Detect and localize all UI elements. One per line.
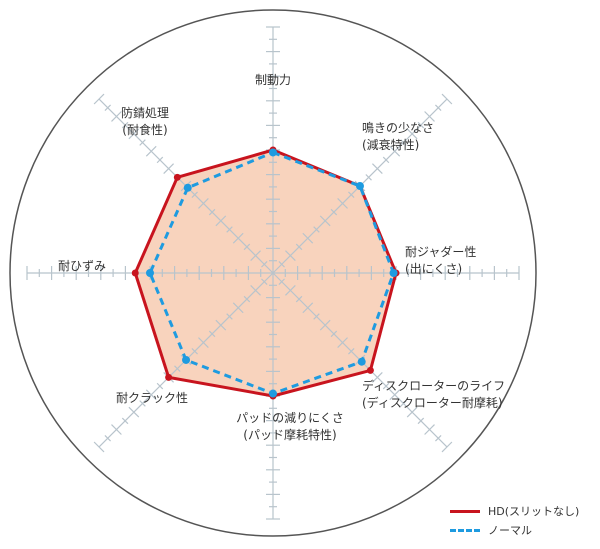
axis-tick <box>198 337 209 348</box>
data-point-normal <box>182 355 191 364</box>
axis-tick <box>389 145 401 157</box>
axis-tick <box>434 434 442 442</box>
legend-item-normal: ノーマル <box>450 522 532 538</box>
data-point-normal <box>355 182 364 191</box>
axis-tick <box>226 226 233 233</box>
axis-label-pad-wear: パッドの減りにくさ (パッド摩耗特性) <box>236 411 344 442</box>
axis-tick <box>337 198 348 209</box>
axis-tick <box>111 111 122 122</box>
data-point-normal <box>146 269 154 277</box>
axis-tick <box>232 232 244 244</box>
axis-tick <box>278 261 285 268</box>
axis-label-judder: 耐ジャダー性 (出にくさ) <box>405 245 477 276</box>
axis-tick <box>145 389 157 401</box>
axis-tick <box>365 174 372 181</box>
axis-tick <box>191 191 198 198</box>
axis-tick <box>348 191 355 198</box>
axis-tick <box>250 285 261 296</box>
axis-tick <box>243 243 251 251</box>
data-point-normal <box>389 269 398 277</box>
axis-tick <box>111 424 122 435</box>
legend-item-hd: HD(スリットなし) <box>450 503 579 519</box>
axis-tick <box>424 111 435 122</box>
axis-tick <box>382 156 390 164</box>
data-point-normal <box>357 357 366 366</box>
outer-circle <box>9 9 537 537</box>
axis-tick <box>406 406 418 418</box>
axis-tick <box>128 406 140 418</box>
axis-label-distortion: 耐ひずみ <box>58 259 107 273</box>
axis-tick <box>243 295 251 303</box>
axis-tick <box>261 278 268 285</box>
axis-tick <box>295 295 303 303</box>
axis-tick <box>319 319 331 331</box>
axis-tick <box>145 145 157 157</box>
axis-tick <box>302 232 314 244</box>
axis-tick <box>104 434 112 442</box>
axis-tick <box>389 389 401 401</box>
axis-tick <box>424 424 435 435</box>
axis-label-rust: 防錆処理 (耐食性) <box>120 106 170 137</box>
axis-tick <box>208 208 216 216</box>
axis-tick <box>191 348 198 355</box>
axis-tick <box>285 285 296 296</box>
axis-tick <box>417 121 425 129</box>
axis-tick <box>434 104 442 112</box>
axis-tick <box>313 313 320 320</box>
data-point-normal <box>269 389 277 398</box>
axis-tick <box>319 215 331 227</box>
axis-tick <box>406 128 418 140</box>
axis-tick <box>156 382 164 390</box>
axis-tick <box>278 278 285 285</box>
data-point-hd <box>173 173 181 181</box>
axis-tick <box>93 441 105 453</box>
data-point-hd <box>366 366 374 374</box>
axis-tick <box>285 250 296 261</box>
axis-tick <box>215 319 227 331</box>
axis-tick <box>337 337 348 348</box>
axis-tick <box>198 198 209 209</box>
axis-tick <box>174 365 181 372</box>
axis-tick <box>128 128 140 140</box>
axis-tick <box>382 382 390 390</box>
axis-tick <box>330 208 338 216</box>
axis-tick <box>139 139 146 146</box>
axis-tick <box>295 243 303 251</box>
axis-label-rotor-life: ディスクローターのライフ (ディスクローター耐摩耗) <box>362 379 506 410</box>
axis-tick <box>139 400 146 407</box>
axis-tick <box>371 371 383 383</box>
data-point-hd <box>165 373 173 381</box>
axis-tick <box>417 417 425 425</box>
axis-label-noise: 鳴きの少なさ (減衰特性) <box>362 121 435 152</box>
axis-tick <box>232 302 244 314</box>
axis-tick <box>400 400 407 407</box>
data-point-normal <box>269 148 277 157</box>
axis-tick <box>313 226 320 233</box>
axis-tick <box>371 163 383 175</box>
axis-tick <box>441 93 453 105</box>
data-point-normal <box>183 183 192 192</box>
axis-tick <box>121 417 129 425</box>
axis-tick <box>93 93 105 105</box>
axis-tick <box>215 215 227 227</box>
axis-tick <box>121 121 129 129</box>
axis-tick <box>226 313 233 320</box>
axis-tick <box>208 330 216 338</box>
axis-tick <box>302 302 314 314</box>
axis-tick <box>156 156 164 164</box>
axis-tick <box>348 348 355 355</box>
axis-tick <box>250 250 261 261</box>
data-point-hd <box>131 269 139 277</box>
axis-tick <box>163 163 175 175</box>
axis-tick <box>330 330 338 338</box>
axis-label-braking: 制動力 <box>254 73 292 87</box>
axis-tick <box>441 441 453 453</box>
axis-tick <box>400 139 407 146</box>
axis-tick <box>261 261 268 268</box>
axis-tick <box>104 104 112 112</box>
axis-label-crack: 耐クラック性 <box>116 391 189 405</box>
